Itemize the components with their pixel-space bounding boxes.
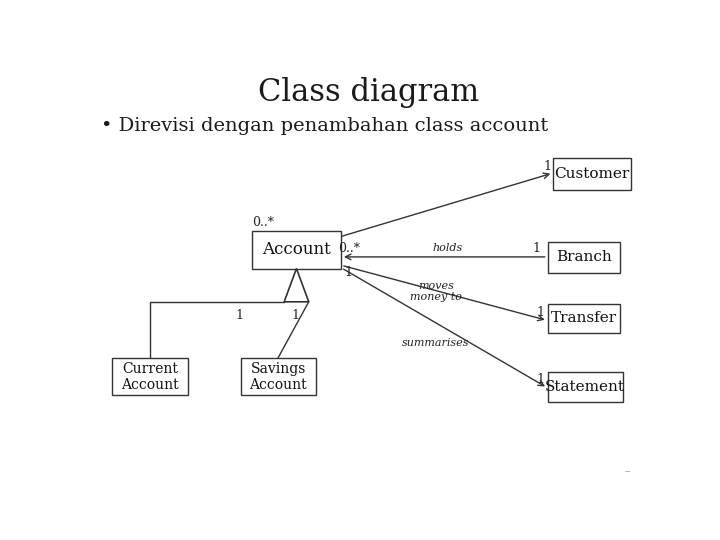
Text: 1: 1 [537,306,545,319]
Text: holds: holds [432,243,462,253]
Text: 1: 1 [537,374,545,387]
FancyBboxPatch shape [547,304,620,333]
Text: Class diagram: Class diagram [258,77,480,109]
Text: • Direvisi dengan penambahan class account: • Direvisi dengan penambahan class accou… [101,117,549,135]
Text: Savings
Account: Savings Account [250,362,307,392]
Text: Transfer: Transfer [551,312,617,326]
Text: Customer: Customer [554,167,630,181]
Text: summarises: summarises [402,339,469,348]
Text: 1: 1 [235,309,243,322]
Text: Branch: Branch [556,250,612,264]
FancyBboxPatch shape [112,358,188,395]
Text: 1: 1 [544,160,552,173]
FancyBboxPatch shape [553,158,631,190]
FancyBboxPatch shape [547,241,620,273]
Text: 1: 1 [532,242,541,255]
Text: Account: Account [262,241,330,258]
Text: --: -- [625,468,631,476]
FancyBboxPatch shape [252,231,341,268]
Text: 1: 1 [292,309,300,322]
FancyBboxPatch shape [547,373,623,402]
Text: 0..*: 0..* [252,217,274,230]
Text: 1: 1 [344,266,352,279]
FancyBboxPatch shape [240,358,316,395]
Text: Current
Account: Current Account [121,362,179,392]
Text: Statement: Statement [545,380,625,394]
Text: 0..*: 0..* [338,242,361,255]
Text: moves
money to: moves money to [410,281,462,302]
